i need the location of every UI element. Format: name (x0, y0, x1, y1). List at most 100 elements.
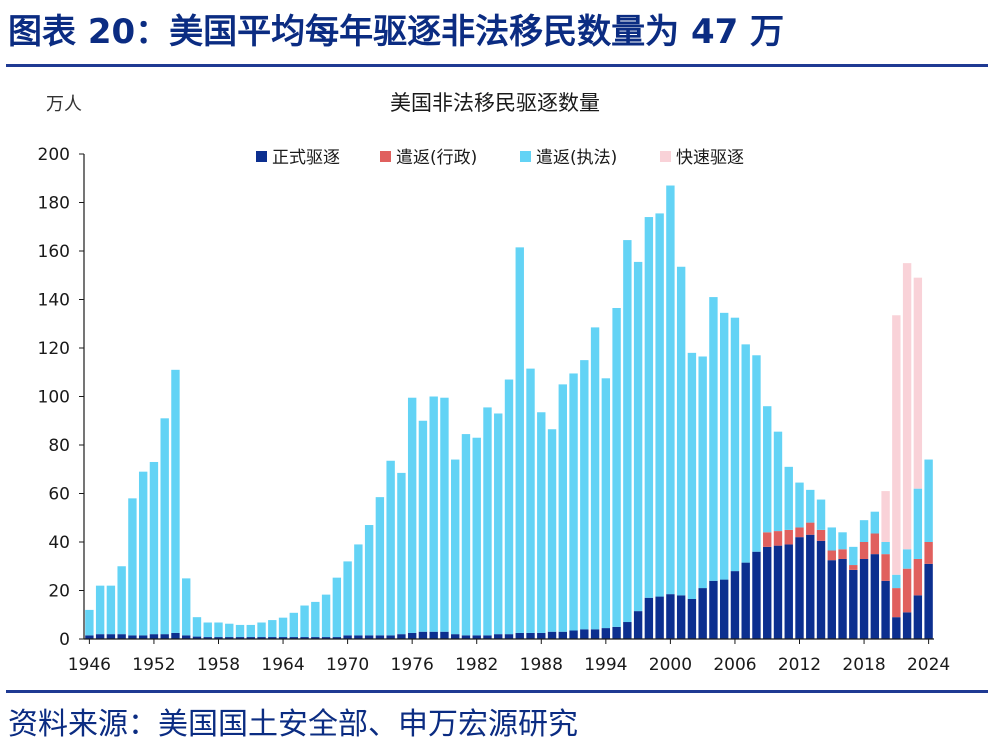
x-tick-label-1958: 1958 (197, 655, 240, 675)
bar-1970-series-0 (343, 635, 352, 639)
bar-1987-series-2 (526, 368, 535, 633)
bar-2010-series-1 (773, 531, 783, 546)
bar-1976-series-2 (407, 397, 417, 633)
bar-2001-series-2 (676, 266, 686, 596)
bar-1981-series-0 (461, 635, 471, 639)
x-tick-label-1976: 1976 (391, 655, 434, 675)
bar-2005-series-2 (719, 312, 729, 580)
bar-2020-series-2 (881, 542, 890, 555)
bar-1999-series-0 (655, 596, 664, 639)
y-tick-label-200: 200 (38, 145, 70, 165)
bar-1954-series-2 (171, 369, 180, 633)
bar-2003-series-2 (698, 356, 707, 589)
bar-2021-series-2 (892, 574, 901, 589)
bar-1988-series-2 (537, 412, 546, 633)
bar-1958-series-2 (214, 622, 223, 638)
bar-2002-series-0 (687, 598, 697, 639)
bar-2020-series-0 (881, 580, 890, 639)
bar-1948-series-2 (106, 585, 116, 635)
bar-1949-series-0 (117, 634, 126, 639)
bar-1948-series-0 (106, 634, 116, 639)
bar-1993-series-2 (590, 327, 600, 630)
bar-2001-series-0 (676, 595, 686, 639)
bar-2005-series-0 (719, 579, 729, 639)
x-tick-label-2018: 2018 (842, 655, 885, 675)
bar-2000-series-2 (666, 185, 675, 595)
bar-1972-series-0 (364, 635, 374, 639)
bar-2012-series-2 (795, 482, 804, 528)
bar-1955-series-0 (182, 635, 191, 639)
bar-2016-series-2 (838, 532, 847, 550)
bar-1967-series-0 (311, 637, 320, 639)
bar-1986-series-0 (515, 632, 524, 639)
x-tick-label-2006: 2006 (713, 655, 756, 675)
bar-1959-series-0 (225, 637, 234, 639)
bar-2017-series-1 (849, 565, 858, 570)
bar-1982-series-0 (472, 635, 481, 639)
bar-1972-series-2 (364, 525, 374, 636)
bar-1979-series-2 (440, 397, 449, 632)
bar-1970-series-2 (343, 561, 352, 636)
bar-1983-series-0 (483, 635, 492, 639)
bar-1971-series-0 (354, 635, 363, 639)
bar-1958-series-0 (214, 637, 223, 639)
bar-area (85, 185, 933, 640)
bar-2009-series-0 (763, 546, 772, 639)
bar-2011-series-0 (784, 544, 793, 639)
bar-1974-series-2 (386, 460, 395, 636)
bar-1998-series-2 (644, 217, 654, 598)
x-tick-label-1964: 1964 (261, 655, 304, 675)
bar-2021-series-1 (892, 588, 901, 618)
legend: 正式驱逐 遣返(行政) 遣返(执法) 快速驱逐 (256, 148, 744, 168)
x-tick-label-1988: 1988 (520, 655, 563, 675)
bar-1963-series-0 (268, 637, 277, 639)
bar-1994-series-0 (601, 628, 611, 639)
bar-2012-series-1 (795, 527, 804, 538)
bar-1983-series-2 (483, 407, 492, 636)
bar-2022-series-3 (902, 263, 912, 550)
bar-1978-series-2 (429, 396, 438, 632)
bar-2009-series-1 (763, 532, 772, 547)
bar-2014-series-1 (816, 529, 826, 541)
bar-1971-series-2 (354, 544, 363, 636)
axes: 0 20 40 60 80 100 120 140 160 180 200 1946 1952 1958 1… (38, 145, 951, 675)
bar-1961-series-0 (246, 637, 255, 639)
bar-1982-series-2 (472, 437, 481, 636)
bar-1973-series-2 (375, 497, 385, 636)
bar-2023-series-1 (913, 558, 923, 596)
bar-2000-series-0 (666, 594, 675, 639)
x-tick-label-1994: 1994 (584, 655, 627, 675)
bar-1953-series-2 (160, 418, 169, 635)
bar-1960-series-2 (235, 624, 245, 638)
bar-2007-series-0 (741, 562, 750, 639)
legend-label-1: 遣返(行政) (396, 148, 477, 168)
y-tick-label-40: 40 (48, 533, 70, 553)
bar-1968-series-0 (321, 637, 331, 639)
bar-2008-series-0 (752, 551, 761, 639)
bar-1984-series-2 (494, 413, 503, 635)
bar-1997-series-0 (633, 611, 643, 639)
bar-1976-series-0 (407, 632, 417, 639)
bar-1968-series-2 (321, 594, 331, 638)
bar-1952-series-0 (149, 634, 159, 639)
bar-1989-series-0 (547, 631, 557, 639)
bar-1967-series-2 (311, 601, 320, 638)
legend-swatch-0 (256, 151, 267, 162)
bar-1951-series-2 (138, 471, 148, 636)
bar-2022-series-1 (902, 568, 912, 613)
bar-2018-series-2 (859, 520, 869, 542)
bar-2012-series-0 (795, 537, 804, 639)
bar-2011-series-1 (784, 529, 793, 545)
bar-2023-series-0 (913, 595, 923, 639)
bar-1955-series-2 (182, 578, 191, 636)
bar-1999-series-2 (655, 213, 664, 597)
bar-1991-series-0 (569, 630, 578, 639)
bar-1980-series-0 (451, 634, 460, 639)
bar-2016-series-1 (838, 549, 847, 559)
bar-1973-series-0 (375, 635, 385, 639)
bar-1998-series-0 (644, 597, 654, 639)
bar-2021-series-0 (892, 617, 901, 639)
y-tick-label-60: 60 (48, 485, 70, 505)
bar-1996-series-2 (623, 240, 632, 623)
bar-2019-series-2 (870, 511, 880, 534)
